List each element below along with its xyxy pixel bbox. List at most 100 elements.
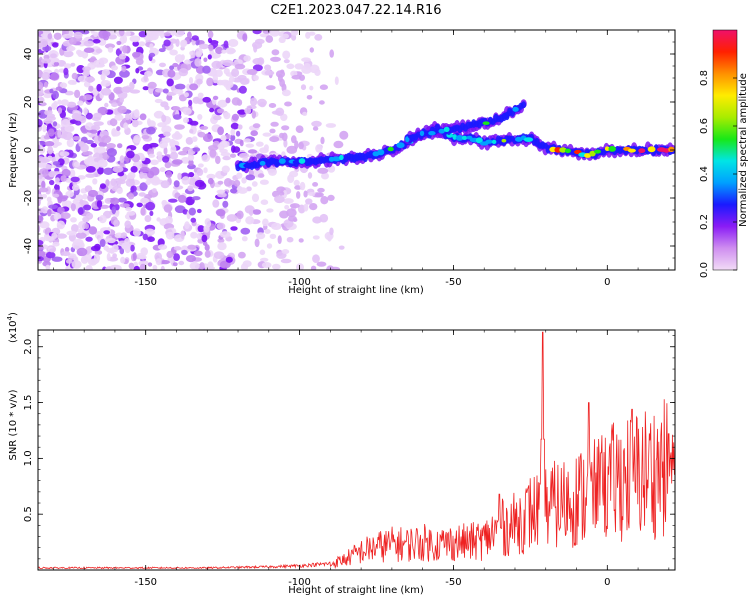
noise-blob xyxy=(98,215,107,224)
noise-blob xyxy=(215,155,221,165)
noise-blob xyxy=(126,150,135,159)
noise-blob xyxy=(185,255,197,263)
noise-blob xyxy=(47,128,55,137)
noise-blob xyxy=(182,107,192,116)
noise-blob xyxy=(305,31,311,39)
noise-blob xyxy=(83,40,95,47)
noise-blob xyxy=(139,182,148,192)
noise-blob xyxy=(52,121,58,127)
ridge-core xyxy=(298,158,306,164)
noise-blob xyxy=(139,263,147,270)
noise-blob xyxy=(289,170,299,178)
noise-blob xyxy=(124,238,130,245)
noise-blob xyxy=(80,255,89,264)
noise-blob xyxy=(204,244,210,251)
noise-blob xyxy=(269,233,277,240)
ridge-core xyxy=(515,136,523,142)
noise-blob xyxy=(132,40,139,47)
noise-blob xyxy=(149,210,154,216)
noise-blob xyxy=(239,152,250,159)
noise-blob xyxy=(93,31,98,38)
noise-blob xyxy=(38,118,43,128)
noise-blob xyxy=(44,141,55,147)
noise-blob xyxy=(311,120,322,127)
noise-blob xyxy=(312,182,319,187)
noise-blob xyxy=(57,196,63,204)
noise-blob xyxy=(251,181,258,187)
noise-blob xyxy=(265,85,276,91)
noise-blob xyxy=(88,226,98,235)
noise-blob xyxy=(149,142,159,148)
noise-blob xyxy=(334,76,339,85)
noise-blob xyxy=(163,146,168,155)
noise-blob xyxy=(281,249,290,255)
noise-blob xyxy=(286,145,298,154)
noise-blob xyxy=(245,174,256,181)
noise-blob xyxy=(219,231,231,238)
noise-blob xyxy=(173,180,180,188)
ridge-core xyxy=(387,146,394,152)
noise-blob xyxy=(212,74,218,84)
noise-blob xyxy=(77,228,84,234)
noise-blob xyxy=(85,212,94,220)
snr-data xyxy=(38,331,675,570)
noise-blob xyxy=(271,222,282,230)
noise-blob xyxy=(216,209,226,217)
noise-blob xyxy=(189,129,194,134)
noise-blob xyxy=(96,200,103,208)
noise-blob xyxy=(230,134,236,141)
noise-blob xyxy=(70,176,80,183)
noise-blob xyxy=(272,263,281,270)
noise-blob xyxy=(314,192,324,198)
colorbar-ticks: 0.0 0.2 0.4 0.6 0.8 xyxy=(699,70,737,278)
noise-blob xyxy=(173,253,181,261)
noise-blob xyxy=(305,198,313,205)
noise-blob xyxy=(314,34,323,41)
noise-blob xyxy=(93,112,103,120)
noise-blob xyxy=(189,51,194,56)
noise-blob xyxy=(98,30,109,39)
noise-blob xyxy=(257,173,265,178)
noise-blob xyxy=(38,144,41,152)
noise-blob xyxy=(69,169,76,178)
noise-blob xyxy=(230,122,239,130)
noise-blob xyxy=(165,231,175,240)
noise-blob xyxy=(241,236,248,242)
noise-blob xyxy=(39,221,50,229)
noise-blob xyxy=(85,265,93,270)
noise-blob xyxy=(156,151,163,157)
noise-blob xyxy=(42,124,47,133)
noise-blob xyxy=(286,63,295,70)
noise-blob xyxy=(129,35,141,43)
noise-blob xyxy=(317,187,325,193)
noise-blob xyxy=(234,63,246,70)
noise-blob xyxy=(118,30,125,37)
noise-blob xyxy=(112,253,117,259)
noise-blob xyxy=(325,123,337,128)
noise-blob xyxy=(310,265,317,270)
noise-blob xyxy=(49,72,60,81)
noise-blob xyxy=(138,31,147,38)
noise-blob xyxy=(132,252,137,261)
ridge-core xyxy=(339,154,344,161)
noise-blob xyxy=(39,158,50,163)
noise-blob xyxy=(47,110,53,115)
noise-blob xyxy=(135,58,144,66)
branch-core xyxy=(512,106,519,112)
noise-blob xyxy=(197,92,204,98)
noise-blob xyxy=(60,99,69,106)
noise-blob xyxy=(165,170,173,178)
noise-blob xyxy=(111,65,118,71)
noise-blob xyxy=(64,125,75,133)
noise-blob xyxy=(280,258,292,264)
noise-blob xyxy=(223,112,231,120)
noise-blob xyxy=(315,144,323,153)
noise-blob xyxy=(138,192,146,197)
noise-blob xyxy=(63,63,72,69)
noise-blob xyxy=(215,69,223,77)
noise-blob xyxy=(41,193,48,199)
noise-blob xyxy=(120,232,127,239)
noise-blob xyxy=(261,262,272,269)
noise-blob xyxy=(75,120,82,126)
snr-multiplier-exp: 4 xyxy=(6,315,14,320)
